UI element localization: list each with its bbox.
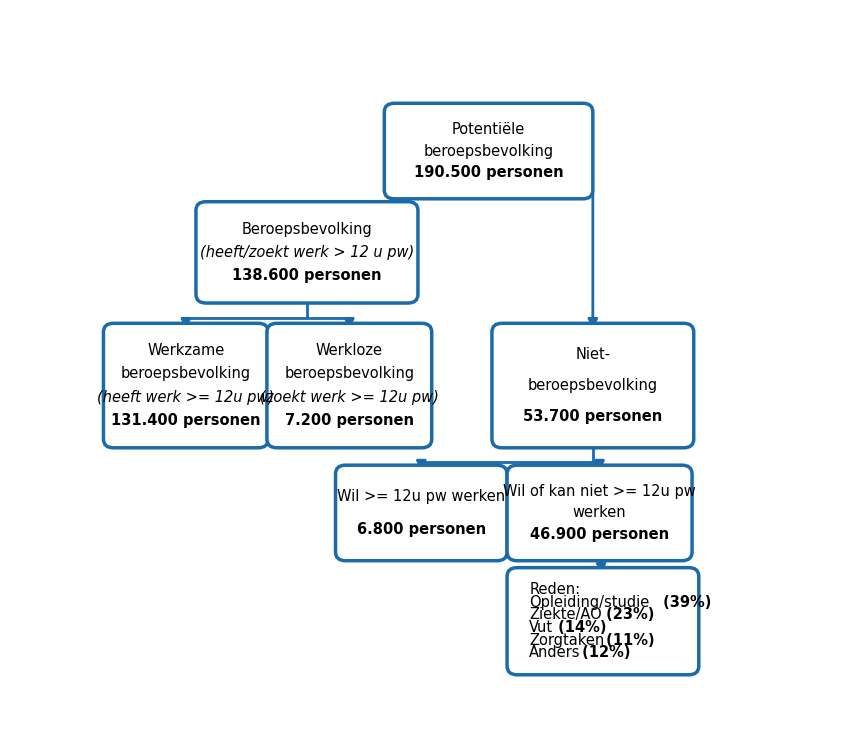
FancyBboxPatch shape [385, 103, 593, 199]
Text: Beroepsbevolking: Beroepsbevolking [241, 222, 372, 237]
FancyBboxPatch shape [507, 568, 699, 675]
Text: Anders: Anders [529, 645, 581, 660]
Text: Werkloze: Werkloze [316, 343, 383, 358]
Text: 190.500 personen: 190.500 personen [414, 165, 563, 180]
Text: 53.700 personen: 53.700 personen [523, 409, 662, 424]
FancyBboxPatch shape [196, 202, 418, 303]
FancyBboxPatch shape [336, 465, 507, 561]
Text: (zoekt werk >= 12u pw): (zoekt werk >= 12u pw) [260, 390, 438, 405]
Text: Reden:: Reden: [529, 582, 581, 597]
Text: (23%): (23%) [602, 608, 654, 623]
Text: 6.800 personen: 6.800 personen [357, 521, 486, 536]
FancyBboxPatch shape [267, 323, 431, 447]
Text: beroepsbevolking: beroepsbevolking [528, 378, 658, 393]
FancyBboxPatch shape [492, 323, 694, 447]
Text: Niet-: Niet- [575, 347, 610, 362]
Text: (11%): (11%) [602, 632, 655, 647]
Text: 138.600 personen: 138.600 personen [233, 268, 382, 284]
Text: Potentiële: Potentiële [452, 122, 525, 137]
FancyBboxPatch shape [103, 323, 268, 447]
Text: (39%): (39%) [658, 595, 711, 610]
Text: beroepsbevolking: beroepsbevolking [424, 144, 554, 159]
Text: beroepsbevolking: beroepsbevolking [284, 366, 414, 381]
Text: Werkzame: Werkzame [148, 343, 225, 358]
Text: beroepsbevolking: beroepsbevolking [121, 366, 251, 381]
Text: 7.200 personen: 7.200 personen [285, 413, 414, 428]
Text: Ziekte/AO: Ziekte/AO [529, 608, 602, 623]
Text: 46.900 personen: 46.900 personen [530, 527, 669, 542]
Text: werken: werken [573, 505, 627, 520]
FancyBboxPatch shape [507, 465, 692, 561]
Text: (14%): (14%) [553, 620, 607, 635]
Text: Opleiding/studie: Opleiding/studie [529, 595, 649, 610]
Text: (heeft/zoekt werk > 12 u pw): (heeft/zoekt werk > 12 u pw) [200, 245, 414, 260]
Text: Vut: Vut [529, 620, 554, 635]
Text: (heeft werk >= 12u pw): (heeft werk >= 12u pw) [97, 390, 274, 405]
Text: (12%): (12%) [577, 645, 631, 660]
Text: Zorgtaken: Zorgtaken [529, 632, 604, 647]
Text: Wil >= 12u pw werken: Wil >= 12u pw werken [338, 490, 505, 505]
Text: 131.400 personen: 131.400 personen [111, 413, 260, 428]
Text: Wil of kan niet >= 12u pw: Wil of kan niet >= 12u pw [503, 484, 696, 499]
